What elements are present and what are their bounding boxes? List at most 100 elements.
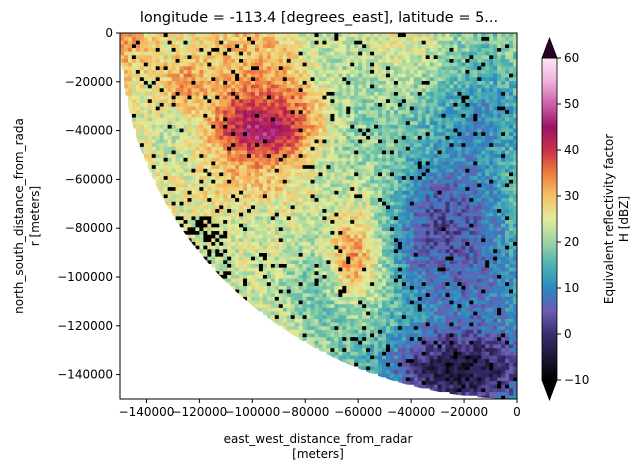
reflectivity-cell	[290, 33, 296, 38]
reflectivity-cell	[326, 208, 331, 213]
reflectivity-cell	[239, 120, 244, 125]
reflectivity-cell	[135, 139, 141, 144]
reflectivity-cell	[187, 80, 192, 85]
reflectivity-cell	[318, 278, 323, 283]
reflectivity-cell	[342, 153, 347, 158]
reflectivity-cell	[370, 285, 375, 290]
reflectivity-cell	[314, 252, 319, 257]
reflectivity-cell	[338, 347, 343, 352]
reflectivity-cell	[342, 109, 347, 114]
reflectivity-cell	[282, 325, 288, 330]
reflectivity-cell	[274, 142, 280, 147]
reflectivity-cell	[262, 175, 268, 180]
reflectivity-cell	[235, 256, 240, 261]
reflectivity-cell	[370, 259, 375, 264]
reflectivity-cell	[243, 139, 248, 144]
reflectivity-cell	[159, 69, 165, 74]
reflectivity-cell	[274, 65, 280, 70]
reflectivity-cell	[382, 190, 387, 195]
reflectivity-cell	[393, 139, 399, 144]
reflectivity-cell	[306, 157, 311, 162]
reflectivity-cell	[330, 355, 335, 360]
reflectivity-cell	[385, 33, 391, 38]
reflectivity-cell	[382, 347, 387, 352]
reflectivity-cell	[143, 47, 149, 52]
reflectivity-cell	[314, 336, 319, 341]
reflectivity-cell	[278, 142, 284, 147]
reflectivity-cell	[235, 186, 240, 191]
reflectivity-cell	[382, 51, 387, 56]
reflectivity-cell	[397, 47, 403, 52]
reflectivity-cell	[270, 146, 276, 151]
reflectivity-cell	[354, 329, 359, 334]
reflectivity-cell	[211, 183, 216, 188]
reflectivity-cell	[342, 347, 347, 352]
reflectivity-cell	[366, 347, 371, 352]
reflectivity-cell	[385, 186, 391, 191]
reflectivity-cell	[175, 153, 180, 158]
reflectivity-cell	[123, 76, 129, 81]
reflectivity-cell	[247, 109, 252, 114]
reflectivity-cell	[195, 47, 200, 52]
reflectivity-cell	[163, 120, 169, 125]
reflectivity-cell	[211, 40, 216, 45]
reflectivity-cell	[326, 43, 331, 49]
reflectivity-cell	[282, 146, 288, 151]
reflectivity-cell	[385, 234, 391, 239]
reflectivity-cell	[310, 76, 315, 81]
reflectivity-cell	[389, 340, 395, 345]
reflectivity-cell	[262, 289, 268, 294]
reflectivity-cell	[358, 311, 363, 316]
reflectivity-cell	[195, 113, 200, 118]
reflectivity-cell	[247, 51, 252, 56]
reflectivity-cell	[243, 109, 248, 114]
reflectivity-cell	[370, 51, 375, 56]
reflectivity-cell	[326, 296, 331, 301]
reflectivity-cell	[314, 142, 319, 147]
reflectivity-cell	[318, 76, 323, 81]
reflectivity-cell	[251, 106, 256, 111]
reflectivity-cell	[330, 303, 335, 308]
reflectivity-cell	[342, 289, 347, 294]
reflectivity-cell	[239, 33, 244, 38]
reflectivity-cell	[286, 190, 292, 195]
reflectivity-cell	[318, 241, 323, 246]
reflectivity-cell	[302, 226, 307, 232]
reflectivity-cell	[251, 161, 256, 166]
reflectivity-cell	[274, 153, 280, 158]
reflectivity-cell	[231, 267, 236, 272]
reflectivity-cell	[314, 47, 319, 52]
reflectivity-cell	[155, 161, 161, 166]
reflectivity-cell	[266, 226, 272, 232]
reflectivity-cell	[326, 33, 331, 38]
reflectivity-cell	[199, 248, 204, 253]
reflectivity-cell	[358, 358, 363, 363]
reflectivity-cell	[330, 172, 335, 177]
reflectivity-cell	[151, 113, 157, 118]
reflectivity-cell	[159, 142, 165, 147]
reflectivity-cell	[298, 190, 304, 195]
reflectivity-cell	[254, 223, 260, 228]
reflectivity-cell	[358, 325, 363, 330]
reflectivity-cell	[219, 84, 224, 89]
reflectivity-cell	[310, 142, 315, 147]
reflectivity-cell	[393, 117, 399, 122]
reflectivity-cell	[397, 285, 403, 290]
reflectivity-cell	[207, 197, 212, 202]
reflectivity-cell	[314, 33, 319, 38]
reflectivity-cell	[362, 274, 367, 279]
reflectivity-cell	[397, 197, 403, 202]
reflectivity-cell	[318, 186, 323, 191]
reflectivity-cell	[290, 76, 296, 81]
reflectivity-cell	[378, 278, 383, 283]
reflectivity-cell	[251, 245, 256, 250]
reflectivity-cell	[171, 175, 176, 180]
reflectivity-cell	[346, 230, 351, 235]
reflectivity-cell	[338, 183, 343, 188]
reflectivity-cell	[251, 201, 256, 206]
reflectivity-cell	[393, 259, 399, 264]
reflectivity-cell	[318, 51, 323, 56]
reflectivity-cell	[278, 87, 284, 92]
reflectivity-cell	[131, 33, 137, 38]
reflectivity-cell	[155, 164, 161, 169]
